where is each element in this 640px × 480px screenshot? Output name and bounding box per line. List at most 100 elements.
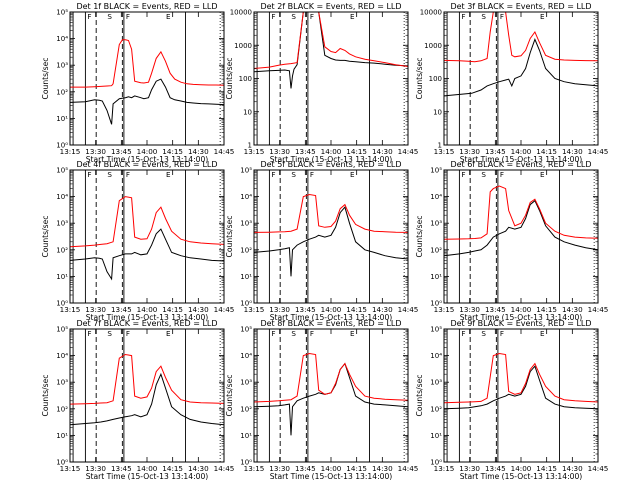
- y-tick-label: 10¹: [56, 432, 68, 440]
- x-axis-label: Start Time (15-Oct-13 13:14:00): [86, 155, 209, 164]
- plot-frame: [253, 169, 409, 304]
- x-tick-label: 14:15: [536, 147, 557, 156]
- marker-annotation: F: [87, 329, 91, 338]
- y-tick-label: 10⁴: [430, 193, 442, 201]
- y-axis-label: Counts/sec: [41, 58, 50, 100]
- x-tick-label: 13:30: [269, 305, 290, 314]
- x-tick-label: 13:30: [85, 147, 106, 156]
- marker-annotation: S: [107, 170, 112, 179]
- x-tick-label: 14:15: [536, 464, 557, 473]
- x-tick-label: 14:00: [137, 147, 158, 156]
- marker-annotation: F: [271, 12, 275, 21]
- marker-annotation: F: [310, 329, 314, 338]
- y-tick-label: 10: [433, 108, 442, 116]
- x-tick-label: 13:15: [434, 305, 455, 314]
- x-tick-label: 13:45: [485, 464, 506, 473]
- series-line-lld: [254, 12, 408, 69]
- y-tick-label: 10¹: [240, 432, 252, 440]
- x-tick-label: 13:30: [459, 305, 480, 314]
- panel-title: Det 8f BLACK = Events, RED = LLD: [260, 319, 401, 328]
- y-tick-label: 10⁰: [56, 459, 68, 467]
- y-tick-label: 10¹: [240, 273, 252, 281]
- marker-annotation: F: [87, 12, 91, 21]
- x-tick-label: 14:30: [188, 464, 209, 473]
- x-axis-label: Start Time (15-Oct-13 13:14:00): [460, 155, 583, 164]
- x-tick-label: 14:45: [398, 305, 419, 314]
- y-tick-label: 10²: [430, 405, 442, 413]
- x-tick-label: 14:15: [346, 305, 367, 314]
- series-line-events: [444, 365, 598, 410]
- x-tick-label: 14:45: [588, 147, 609, 156]
- y-axis-label: Counts/sec: [415, 216, 424, 258]
- marker-annotation: F: [500, 170, 504, 179]
- marker-annotation: E: [350, 12, 355, 21]
- plot-frame: [69, 328, 225, 463]
- panel-title: Det 2f BLACK = Events, RED = LLD: [260, 2, 401, 11]
- y-tick-label: 10⁴: [56, 193, 68, 201]
- series-line-lld: [70, 196, 224, 248]
- series-line-lld: [254, 352, 408, 403]
- y-tick-label: 10²: [430, 246, 442, 254]
- x-tick-label: 14:00: [137, 464, 158, 473]
- y-tick-label: 10²: [240, 405, 252, 413]
- series-line-events: [70, 372, 224, 426]
- y-axis-label: Counts/sec: [41, 375, 50, 417]
- series-line-lld: [70, 39, 224, 88]
- panel-title: Det 4f BLACK = Events, RED = LLD: [76, 160, 217, 169]
- marker-annotation: S: [291, 12, 296, 21]
- y-tick-label: 1000: [234, 42, 252, 50]
- y-tick-label: 10⁴: [56, 35, 68, 43]
- x-tick-label: 14:15: [346, 464, 367, 473]
- x-tick-label: 13:15: [434, 147, 455, 156]
- y-tick-label: 10³: [240, 379, 252, 387]
- x-tick-label: 14:15: [162, 464, 183, 473]
- marker-annotation: E: [166, 170, 171, 179]
- x-tick-label: 13:45: [111, 305, 132, 314]
- marker-annotation: F: [500, 12, 504, 21]
- x-axis-label: Start Time (15-Oct-13 13:14:00): [270, 313, 393, 322]
- y-tick-label: 10⁵: [56, 326, 68, 334]
- series-line-lld: [444, 12, 598, 63]
- marker-annotation: E: [166, 12, 171, 21]
- panel-title: Det 1f BLACK = Events, RED = LLD: [76, 2, 217, 11]
- y-axis-label: Counts/sec: [415, 375, 424, 417]
- y-tick-label: 100: [429, 75, 442, 83]
- series-line-events: [444, 199, 598, 257]
- x-tick-label: 14:45: [214, 464, 235, 473]
- x-axis-label: Start Time (15-Oct-13 13:14:00): [86, 313, 209, 322]
- x-tick-label: 14:00: [511, 464, 532, 473]
- x-tick-label: 13:15: [244, 147, 265, 156]
- y-tick-label: 10⁰: [430, 300, 442, 308]
- x-tick-label: 13:30: [85, 305, 106, 314]
- x-tick-label: 14:00: [137, 305, 158, 314]
- marker-annotation: F: [87, 170, 91, 179]
- y-tick-label: 10000: [420, 9, 442, 17]
- series-line-events: [254, 362, 408, 436]
- y-axis-label: Counts/sec: [225, 58, 234, 100]
- y-tick-label: 10¹: [56, 273, 68, 281]
- marker-annotation: F: [126, 329, 130, 338]
- plot-frame: [253, 328, 409, 463]
- marker-annotation: F: [126, 170, 130, 179]
- x-tick-label: 14:00: [321, 464, 342, 473]
- x-tick-label: 13:45: [111, 147, 132, 156]
- marker-annotation: S: [107, 12, 112, 21]
- x-tick-label: 13:45: [295, 464, 316, 473]
- x-tick-label: 13:15: [60, 305, 81, 314]
- x-tick-label: 13:15: [60, 147, 81, 156]
- x-axis-label: Start Time (15-Oct-13 13:14:00): [460, 313, 583, 322]
- x-tick-label: 14:00: [511, 305, 532, 314]
- marker-annotation: S: [481, 329, 486, 338]
- x-axis-label: Start Time (15-Oct-13 13:14:00): [270, 472, 393, 480]
- x-axis-label: Start Time (15-Oct-13 13:14:00): [460, 472, 583, 480]
- y-tick-label: 10⁴: [240, 352, 252, 360]
- x-tick-label: 14:45: [214, 305, 235, 314]
- series-line-lld: [70, 353, 224, 405]
